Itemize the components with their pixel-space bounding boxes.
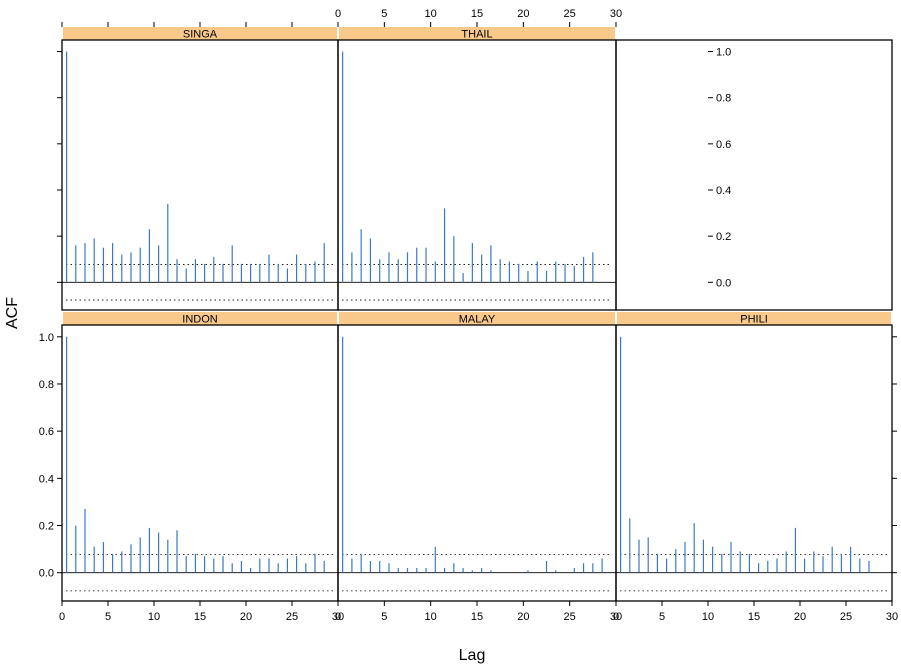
strip-phili	[617, 312, 891, 325]
y-tick-label: 0.2	[716, 231, 731, 243]
panel-indon: INDON	[61, 312, 339, 602]
x-tick-label: 20	[794, 611, 806, 623]
x-tick-label: 30	[610, 611, 622, 623]
x-tick-label: 30	[886, 611, 898, 623]
x-tick-label: 0	[335, 611, 341, 623]
x-tick-label: 25	[840, 611, 852, 623]
x-tick-label: 30	[332, 611, 344, 623]
x-tick-label: 15	[748, 611, 760, 623]
y-tick-label: 0.0	[716, 277, 731, 289]
y-tick-label: 0.8	[39, 379, 54, 391]
y-tick-label: 0.6	[716, 139, 731, 151]
strip-malay	[339, 312, 615, 325]
y-tick-label: 0.8	[716, 93, 731, 105]
strip-label-indon: INDON	[182, 314, 218, 326]
x-tick-label: 15	[471, 8, 483, 20]
x-tick-label: 10	[148, 611, 160, 623]
x-tick-label: 20	[240, 611, 252, 623]
axes-layer: 0 5 10 15 20 25 300 5 10 15 20 25 300 5 10 15 20 25 300 5 10…	[39, 8, 898, 623]
x-tick-label: 5	[659, 611, 665, 623]
frame-malay	[337, 324, 617, 602]
x-tick-label: 0	[59, 611, 65, 623]
x-tick-label: 10	[702, 611, 714, 623]
x-tick-label: 25	[564, 8, 576, 20]
x-tick-label: 15	[194, 611, 206, 623]
x-tick-label: 25	[286, 611, 298, 623]
x-tick-label: 20	[517, 611, 529, 623]
strip-indon	[63, 312, 337, 325]
x-axis-label: Lag	[459, 647, 486, 664]
x-tick-label: 5	[381, 8, 387, 20]
panel-singa: SINGA	[61, 27, 339, 311]
panel-malay: MALAY	[337, 312, 617, 602]
y-tick-label: 1.0	[39, 332, 54, 344]
x-tick-label: 0	[613, 611, 619, 623]
y-tick-label: 0.4	[39, 473, 54, 485]
empty-cell-frame	[615, 39, 893, 311]
strip-label-thail: THAIL	[461, 29, 492, 41]
y-axis-label: ACF	[4, 297, 21, 329]
strip-singa	[63, 27, 337, 40]
x-tick-label: 30	[610, 8, 622, 20]
panels-layer: SINGA THAIL INDON MALAY PHILI	[61, 27, 893, 602]
y-tick-label: 0.2	[39, 521, 54, 533]
x-tick-label: 20	[517, 8, 529, 20]
x-tick-label: 10	[425, 8, 437, 20]
strip-label-singa: SINGA	[183, 29, 218, 41]
x-tick-label: 5	[381, 611, 387, 623]
y-tick-label: 0.6	[39, 426, 54, 438]
x-tick-label: 10	[425, 611, 437, 623]
y-tick-label: 0.4	[716, 185, 731, 197]
strip-thail	[339, 27, 615, 40]
strip-label-phili: PHILI	[740, 314, 768, 326]
x-tick-label: 15	[471, 611, 483, 623]
x-tick-label: 5	[105, 611, 111, 623]
strip-label-malay: MALAY	[459, 314, 496, 326]
panel-phili: PHILI	[615, 312, 893, 602]
x-tick-label: 0	[335, 8, 341, 20]
panel-thail: THAIL	[337, 27, 617, 311]
y-tick-label: 1.0	[716, 47, 731, 59]
x-tick-label: 25	[564, 611, 576, 623]
y-tick-label: 0.0	[39, 568, 54, 580]
